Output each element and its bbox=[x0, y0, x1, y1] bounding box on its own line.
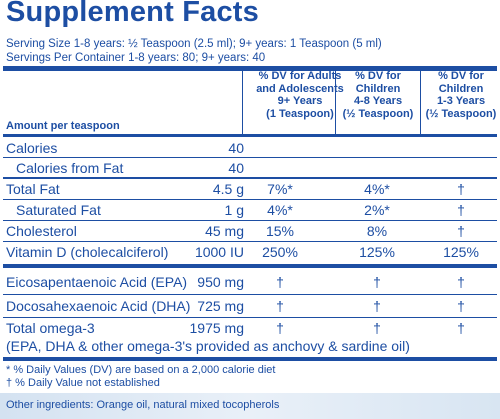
dv-adults: † bbox=[276, 298, 284, 314]
servings-per-container: Servings Per Container 1-8 years: 80; 9+… bbox=[6, 52, 266, 64]
row-calories-from-fat: Calories from Fat 40 bbox=[0, 158, 500, 178]
row-dha: Docosahexaenoic Acid (DHA) 725 mg † † † bbox=[0, 296, 500, 316]
nutrient-label: Cholesterol bbox=[6, 223, 77, 239]
nutrient-amount: 4.5 g bbox=[212, 181, 244, 197]
other-ingredients-bar: Other ingredients: Orange oil, natural m… bbox=[0, 393, 500, 419]
row-total-fat: Total Fat 4.5 g 7%* 4%* † bbox=[0, 179, 500, 199]
divider bbox=[3, 199, 497, 200]
dv-adults: 15% bbox=[265, 223, 295, 239]
nutrient-label: Total Fat bbox=[6, 181, 60, 197]
nutrient-amount: 725 mg bbox=[197, 298, 244, 314]
nutrient-label: Calories from Fat bbox=[16, 160, 124, 176]
row-calories: Calories 40 bbox=[0, 138, 500, 158]
nutrient-amount: 40 bbox=[228, 140, 244, 156]
divider bbox=[3, 220, 497, 221]
row-epa: Eicosapentaenoic Acid (EPA) 950 mg † † † bbox=[0, 272, 500, 292]
divider-thick bbox=[3, 264, 497, 268]
row-vitamin-d: Vitamin D (cholecalciferol) 1000 IU 250%… bbox=[0, 242, 500, 262]
dv-adults: † bbox=[276, 320, 284, 336]
column-header-children-4-8: % DV for Children 4-8 Years (½ Teaspoon) bbox=[342, 70, 414, 120]
divider bbox=[3, 157, 497, 158]
dv-children-4-8: † bbox=[373, 298, 381, 314]
dv-children-1-3: † bbox=[457, 298, 465, 314]
nutrient-amount: 1975 mg bbox=[189, 320, 244, 336]
serving-size: Serving Size 1-8 years: ½ Teaspoon (2.5 … bbox=[6, 38, 382, 50]
nutrient-amount: 45 mg bbox=[205, 223, 244, 239]
dv-adults: 250% bbox=[262, 244, 298, 260]
amount-per-label: Amount per teaspoon bbox=[6, 120, 120, 132]
column-separator bbox=[335, 71, 336, 134]
dv-adults: † bbox=[276, 274, 284, 290]
row-total-omega-3: Total omega-3 1975 mg † † † bbox=[0, 318, 500, 338]
column-separator bbox=[242, 71, 243, 134]
dv-children-4-8: † bbox=[373, 274, 381, 290]
dv-adults: 4%* bbox=[267, 202, 293, 218]
divider-thick-bottom bbox=[3, 357, 497, 361]
dv-children-4-8: † bbox=[373, 320, 381, 336]
nutrient-label: Saturated Fat bbox=[16, 202, 101, 218]
row-saturated-fat: Saturated Fat 1 g 4%* 2%* † bbox=[0, 200, 500, 220]
nutrient-label: Vitamin D (cholecalciferol) bbox=[6, 244, 169, 260]
nutrient-amount: 1000 IU bbox=[194, 244, 244, 260]
footnote-dv-basis: * % Daily Values (DV) are based on a 2,0… bbox=[6, 364, 276, 376]
nutrient-amount: 950 mg bbox=[197, 274, 244, 290]
dv-children-1-3: † bbox=[457, 320, 465, 336]
dv-children-4-8: 2%* bbox=[364, 202, 390, 218]
divider bbox=[3, 294, 497, 295]
other-ingredients: Other ingredients: Orange oil, natural m… bbox=[6, 399, 280, 411]
dv-children-1-3: † bbox=[457, 274, 465, 290]
omega-source-note: (EPA, DHA & other omega-3's provided as … bbox=[6, 338, 410, 354]
column-header-children-1-3: % DV for Children 1-3 Years (½ Teaspoon) bbox=[425, 70, 497, 120]
divider bbox=[3, 317, 497, 318]
divider-thick-top bbox=[3, 66, 497, 71]
dv-children-4-8: 4%* bbox=[364, 181, 390, 197]
nutrient-label: Docosahexaenoic Acid (DHA) bbox=[6, 298, 191, 314]
dv-children-1-3: † bbox=[457, 202, 465, 218]
nutrient-label: Eicosapentaenoic Acid (EPA) bbox=[6, 274, 188, 290]
panel-title: Supplement Facts bbox=[6, 0, 259, 28]
nutrient-label: Calories bbox=[6, 140, 58, 156]
nutrient-label: Total omega-3 bbox=[6, 320, 95, 336]
row-cholesterol: Cholesterol 45 mg 15% 8% † bbox=[0, 221, 500, 241]
dv-children-1-3: † bbox=[457, 223, 465, 239]
divider-thick-header bbox=[3, 134, 497, 137]
dv-children-4-8: 125% bbox=[359, 244, 395, 260]
footnote-dv-not-established: † % Daily Value not established bbox=[6, 377, 160, 389]
dv-children-1-3: † bbox=[457, 181, 465, 197]
dv-children-4-8: 8% bbox=[366, 223, 388, 239]
column-separator bbox=[420, 71, 421, 134]
column-header-adults: % DV for Adults and Adolescents 9+ Years… bbox=[256, 70, 344, 120]
nutrient-amount: 1 g bbox=[224, 202, 244, 218]
divider bbox=[3, 177, 497, 179]
divider bbox=[3, 241, 497, 242]
nutrient-amount: 40 bbox=[228, 160, 244, 176]
dv-adults: 7%* bbox=[267, 181, 293, 197]
dv-children-1-3: 125% bbox=[443, 244, 479, 260]
